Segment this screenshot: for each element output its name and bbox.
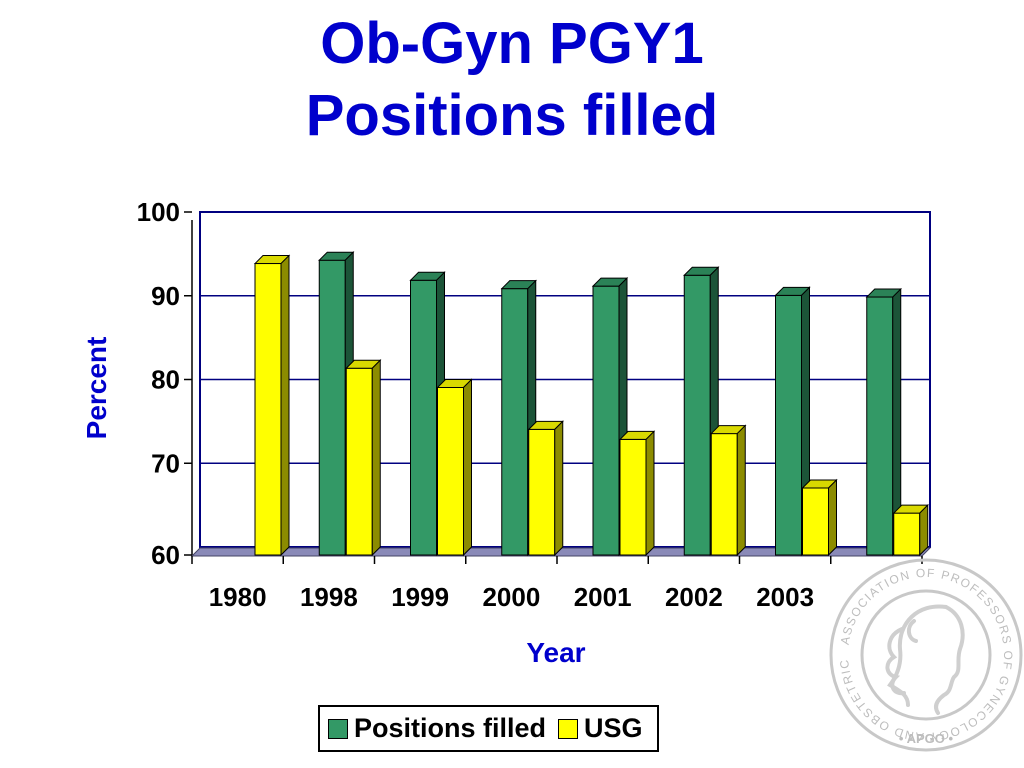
x-tick-label-1980: 1980 — [209, 582, 267, 612]
seal-bottom-text: • APGO • — [899, 731, 954, 746]
y-tick-label-60: 60 — [151, 540, 180, 570]
y-tick-label-70: 70 — [151, 448, 180, 478]
slide-title-line-1: Ob-Gyn PGY1 — [320, 11, 704, 76]
x-tick-label-2002: 2002 — [665, 582, 723, 612]
x-tick-label-1999: 1999 — [391, 582, 449, 612]
bar-usg-2002 — [710, 424, 747, 557]
svg-text:ASSOCIATION OF PROFESSORS OF G: ASSOCIATION OF PROFESSORS OF GYNECOLOGY … — [826, 545, 1015, 744]
bar-positions-filled-blank — [865, 287, 902, 557]
apgo-seal-logo: ASSOCIATION OF PROFESSORS OF GYNECOLOGY … — [826, 545, 1023, 752]
x-tick-label-2003: 2003 — [756, 582, 814, 612]
seal-ring-text: ASSOCIATION OF PROFESSORS OF GYNECOLOGY … — [826, 545, 1014, 744]
x-tick-label-2001: 2001 — [574, 582, 632, 612]
legend-swatch-positions-filled — [328, 718, 348, 739]
x-axis-ticks: 1980 1998 1999 2000 2001 2002 2003 — [191, 556, 923, 612]
x-tick-label-1998: 1998 — [300, 582, 358, 612]
bar-usg-1998 — [345, 359, 382, 557]
slide-title: Ob-Gyn PGY1 Positions filled — [0, 8, 1024, 152]
slide-title-line-2: Positions filled — [305, 83, 719, 148]
chart-legend: Positions filled USG — [318, 705, 659, 752]
bars — [253, 250, 929, 557]
y-axis-ticks: 60 70 80 90 100 — [137, 197, 192, 570]
y-tick-label-80: 80 — [151, 365, 180, 395]
legend-label-usg: USG — [584, 713, 643, 743]
bar-usg-blank — [892, 503, 929, 557]
bar-usg-2000 — [527, 420, 564, 557]
seal-profile-icon — [885, 604, 965, 715]
x-axis-title: Year — [526, 637, 585, 668]
bar-usg-1980 — [253, 254, 291, 557]
y-tick-label-90: 90 — [151, 281, 180, 311]
y-axis-title: Percent — [81, 337, 112, 440]
bar-usg-2003 — [801, 478, 838, 557]
bar-chart: 60 70 80 90 100 1980 1998 1999 2000 2001 2002 2003… — [81, 197, 932, 668]
legend-swatch-usg — [558, 718, 579, 739]
bar-usg-2001 — [618, 430, 656, 557]
x-tick-label-2000: 2000 — [482, 582, 540, 612]
bar-usg-1999 — [436, 378, 473, 557]
y-tick-label-100: 100 — [137, 197, 180, 227]
legend-label-positions-filled: Positions filled — [354, 713, 547, 743]
